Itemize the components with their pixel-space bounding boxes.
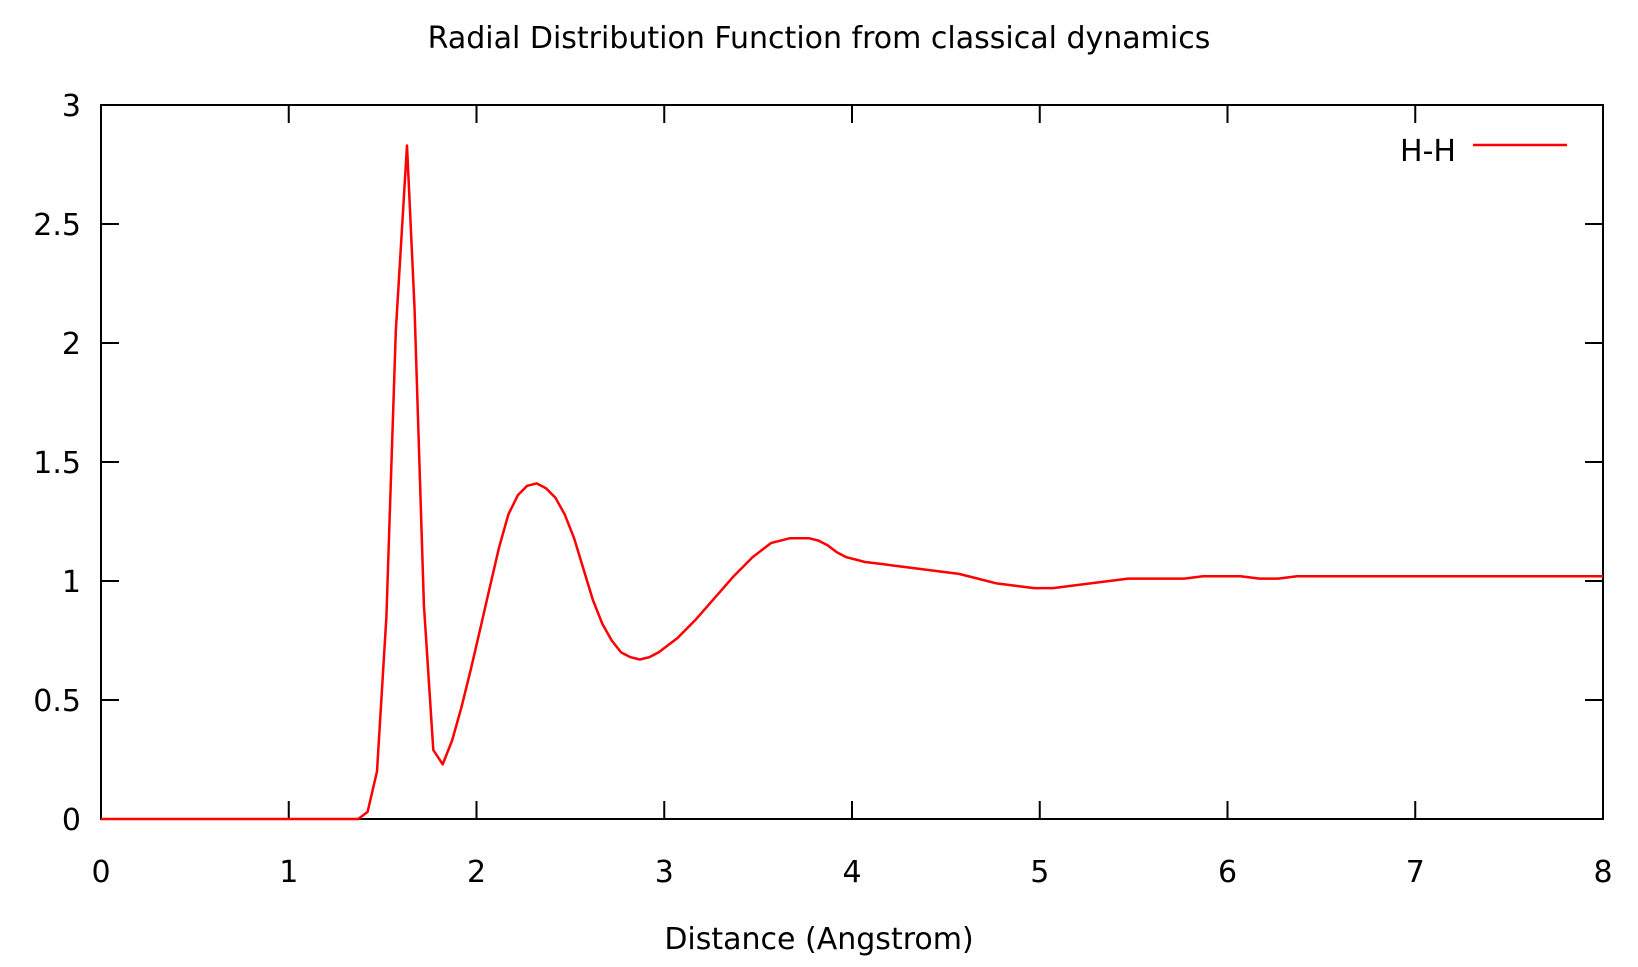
x-axis-label: Distance (Angstrom) [664, 922, 973, 957]
x-tick-label: 0 [91, 855, 110, 890]
y-tick-label: 3 [62, 89, 81, 124]
x-tick-label: 2 [467, 855, 486, 890]
legend-entry-label: H-H [1400, 134, 1456, 169]
y-tick-label: 2 [62, 327, 81, 362]
y-tick-label: 0 [62, 803, 81, 838]
chart-title: Radial Distribution Function from classi… [428, 21, 1211, 56]
series-line-h-h [101, 144, 1603, 821]
series-layer [101, 144, 1603, 821]
plot-area-frame [100, 104, 1604, 820]
x-tick-label: 6 [1218, 855, 1237, 890]
axis-ticks: 0 1 2 3 4 5 6 7 8 0 0.5 1 1.5 2 2.5 3 [33, 89, 1612, 890]
x-tick-label: 4 [842, 855, 861, 890]
y-tick-label: 0.5 [33, 684, 81, 719]
x-tick-label: 5 [1030, 855, 1049, 890]
legend: H-H [1400, 134, 1567, 169]
x-tick-label: 3 [655, 855, 674, 890]
x-tick-label: 8 [1593, 855, 1612, 890]
y-tick-label: 1 [62, 565, 81, 600]
y-tick-label: 2.5 [33, 208, 81, 243]
y-tick-label: 1.5 [33, 446, 81, 481]
x-tick-label: 7 [1406, 855, 1425, 890]
x-tick-label: 1 [279, 855, 298, 890]
